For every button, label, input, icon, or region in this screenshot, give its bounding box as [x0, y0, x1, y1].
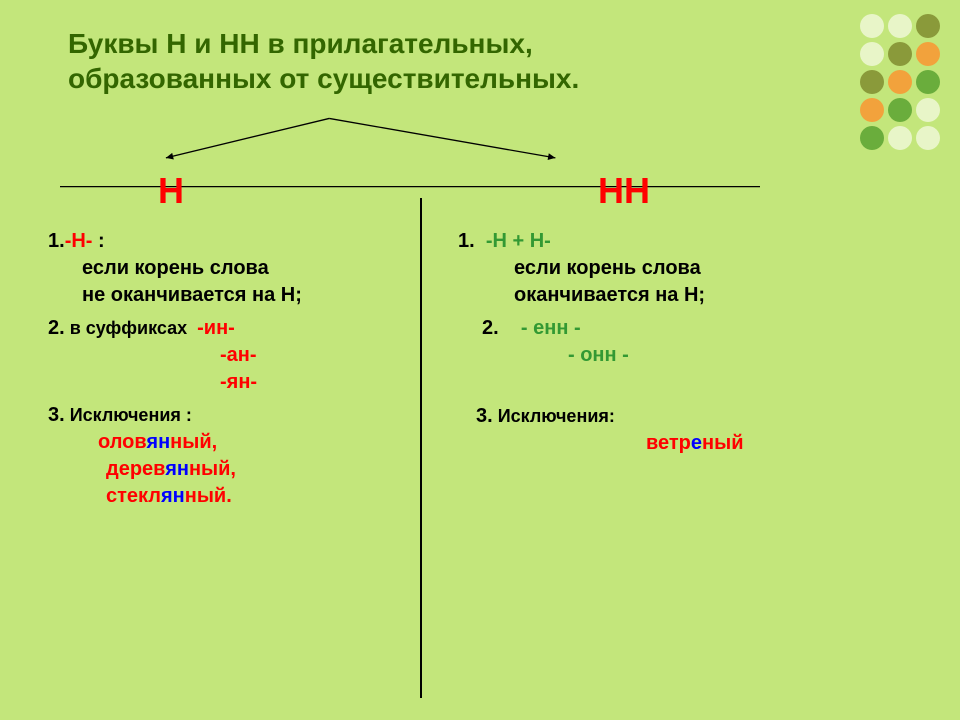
exc3-p3: н: [185, 485, 197, 507]
suffix-enn: - енн -: [521, 317, 581, 339]
rule-2-left: 2. в суффиксах -ин- -ан- -ян-: [48, 317, 418, 394]
decorative-dot: [888, 70, 912, 94]
decorative-dot: [888, 42, 912, 66]
rule3-num: 3.: [48, 404, 65, 426]
rule2-head: в суффиксах: [65, 318, 197, 338]
decorative-dot: [888, 14, 912, 38]
column-n: Н 1.-Н- : если корень слова не оканчивае…: [48, 170, 428, 518]
decorative-dot: [888, 126, 912, 150]
exc1-p4: ый,: [182, 431, 217, 453]
decorative-dot: [860, 126, 884, 150]
exc2-p3: н: [189, 458, 201, 480]
decorative-dot: [916, 70, 940, 94]
suffix-yan: -ян-: [220, 371, 257, 393]
decorative-dot: [916, 98, 940, 122]
rule1-sub1: если корень слова: [82, 257, 269, 279]
decorative-dot: [860, 42, 884, 66]
exc2-p2: ян: [165, 458, 189, 480]
decorative-dot: [916, 14, 940, 38]
r-rule1-num: 1.: [458, 230, 475, 252]
exc2-p1: дерев: [106, 458, 165, 480]
rule3-head: Исключения :: [65, 405, 192, 425]
slide: Буквы Н и НН в прилагательных, образован…: [0, 0, 960, 720]
decorative-dot: [860, 98, 884, 122]
suffix-onn: - онн -: [568, 344, 629, 366]
columns: Н 1.-Н- : если корень слова не оканчивае…: [48, 170, 808, 518]
rule1-colon: :: [92, 230, 104, 252]
r-rule1-head: [475, 230, 486, 252]
exc1-p1: олов: [98, 431, 146, 453]
decorative-dot: [860, 14, 884, 38]
exc3-p2: ян: [161, 485, 185, 507]
rule1-head: -Н-: [65, 230, 93, 252]
rule-1-right: 1. -Н + Н- если корень слова оканчиваетс…: [458, 230, 798, 307]
r-rule1-sub1: если корень слова: [514, 257, 701, 279]
rule1-num: 1.: [48, 230, 65, 252]
r-exc1-p4: ый: [714, 432, 743, 454]
suffix-in: -ин-: [197, 317, 235, 339]
r-rule2-num: 2.: [482, 317, 499, 339]
decorative-dot: [888, 98, 912, 122]
header-nn: НН: [598, 170, 798, 212]
r-exc1-p2: е: [691, 432, 702, 454]
r-rule1-head-t: -Н + Н-: [486, 230, 551, 252]
decorative-dot-grid: [858, 12, 942, 152]
decorative-dot: [916, 126, 940, 150]
decorative-dot: [916, 42, 940, 66]
title-line-1: Буквы Н и НН в прилагательных,: [68, 26, 579, 61]
rule1-sub2: не оканчивается на Н;: [82, 284, 302, 306]
rule-3-left: 3. Исключения : оловянный, деревянный, с…: [48, 404, 418, 508]
column-nn: НН 1. -Н + Н- если корень слова оканчива…: [428, 170, 808, 518]
suffix-an: -ан-: [220, 344, 257, 366]
r-rule3-num: 3.: [476, 405, 493, 427]
rule2-num: 2.: [48, 317, 65, 339]
exc3-p4: ый.: [197, 485, 232, 507]
r-exc1-p3: н: [702, 432, 714, 454]
exc1-p2: ян: [146, 431, 170, 453]
rule-1-left: 1.-Н- : если корень слова не оканчиваетс…: [48, 230, 418, 307]
exc1-p3: н: [170, 431, 182, 453]
rule-2-right: 2. - енн - - онн -: [482, 317, 798, 367]
slide-title: Буквы Н и НН в прилагательных, образован…: [68, 26, 579, 96]
exc2-p4: ый,: [201, 458, 236, 480]
r-exc1-p1: ветр: [646, 432, 691, 454]
title-line-2: образованных от существительных.: [68, 61, 579, 96]
r-rule3-head: Исключения:: [493, 406, 615, 426]
decorative-dot: [860, 70, 884, 94]
r-rule1-sub2: оканчивается на Н;: [514, 284, 705, 306]
header-n: Н: [158, 170, 418, 212]
exc3-p1: стекл: [106, 485, 161, 507]
rule-3-right: 3. Исключения: ветреный: [476, 405, 798, 455]
